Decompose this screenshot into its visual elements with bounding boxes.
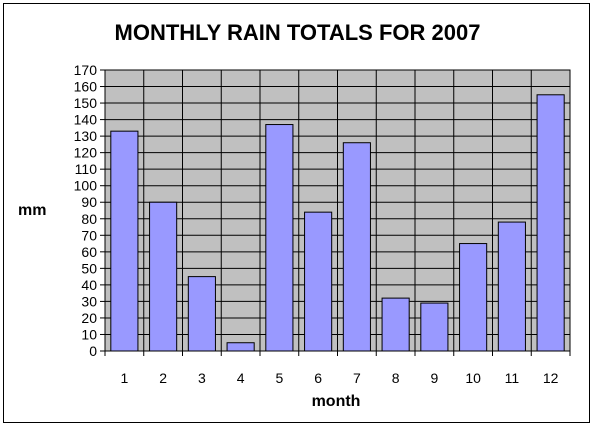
bar (149, 201, 178, 352)
x-tick-label: 11 (505, 370, 520, 386)
y-tick-label: 90 (81, 194, 97, 210)
y-tick-label: 60 (81, 244, 97, 260)
bar (459, 243, 488, 352)
bar (304, 211, 333, 352)
y-tick-label: 120 (74, 145, 98, 161)
x-tick-label: 12 (543, 370, 559, 386)
chart-title: MONTHLY RAIN TOTALS FOR 2007 (114, 20, 481, 45)
y-tick-label: 10 (81, 326, 97, 342)
x-tick-label: 3 (198, 370, 206, 386)
x-tick-label: 7 (353, 370, 361, 386)
bar (536, 94, 565, 352)
x-tick-label: 9 (430, 370, 438, 386)
bar (110, 130, 139, 352)
x-tick-labels: 1 2 3 4 5 6 7 8 9 10 11 12 (120, 370, 558, 386)
y-axis-label: mm (18, 202, 47, 219)
x-axis-label: month (311, 393, 361, 410)
x-tick-label: 5 (275, 370, 283, 386)
x-tick-label: 8 (392, 370, 400, 386)
y-tick-label: 40 (81, 277, 97, 293)
y-tick-label: 0 (89, 343, 97, 359)
bar (342, 142, 371, 352)
x-tick-label: 6 (314, 370, 322, 386)
bars (110, 94, 565, 352)
y-tick-label: 130 (74, 128, 98, 144)
y-tick-label: 30 (81, 293, 97, 309)
bar (187, 276, 216, 352)
bar (226, 342, 255, 352)
bar (265, 124, 294, 352)
x-tick-label: 2 (159, 370, 167, 386)
y-tick-label: 80 (81, 211, 97, 227)
y-tick-label: 160 (74, 79, 98, 95)
bar (497, 221, 526, 352)
x-tick-label: 4 (237, 370, 245, 386)
y-tick-label: 100 (74, 178, 98, 194)
x-tick-label: 10 (465, 370, 481, 386)
x-tick-label: 1 (120, 370, 128, 386)
y-tick-label: 20 (81, 310, 97, 326)
bar (381, 297, 410, 352)
y-tick-label: 140 (74, 112, 98, 128)
plot-border (104, 69, 571, 352)
y-tick-labels: 0102030405060708090100110120130140150160… (74, 62, 98, 359)
bar (420, 302, 449, 352)
y-tick-label: 170 (74, 62, 98, 78)
y-tick-label: 150 (74, 95, 98, 111)
y-tick-label: 70 (81, 227, 97, 243)
y-tick-label: 50 (81, 260, 97, 276)
y-tick-label: 110 (75, 161, 98, 177)
